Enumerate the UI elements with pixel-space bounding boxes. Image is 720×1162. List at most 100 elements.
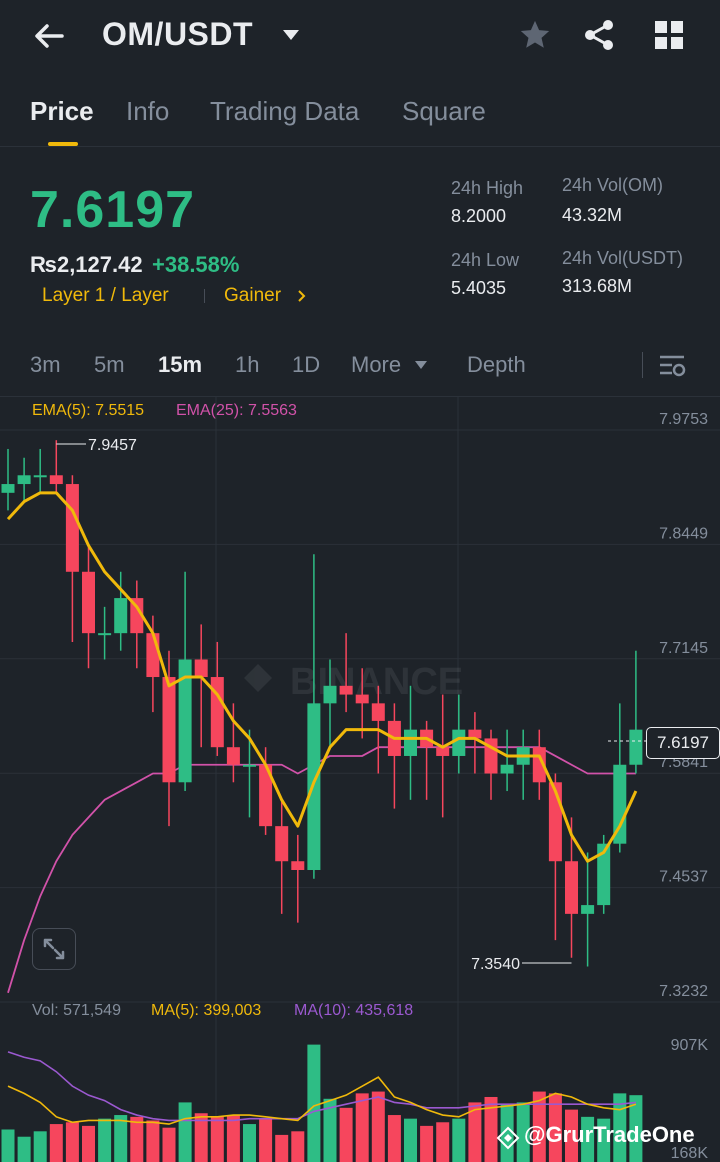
star-icon[interactable]	[518, 18, 552, 52]
volume-bar	[1, 1129, 15, 1162]
volume-bar	[436, 1122, 450, 1162]
caret-down-icon[interactable]	[414, 360, 428, 370]
ma10-volume-line	[7, 1051, 636, 1122]
tab-trading-data[interactable]: Trading Data	[210, 96, 360, 126]
vol-quote-value: 313.68M	[562, 276, 633, 296]
candle-body	[581, 905, 595, 914]
ema5-line	[6, 491, 638, 863]
volume-bar	[162, 1127, 176, 1162]
volume-axis: 907K 168K	[671, 1037, 709, 1162]
high-low-markers: 7.9457 7.3540	[56, 437, 572, 973]
volume-bar	[82, 1125, 95, 1162]
candle-body	[323, 685, 337, 704]
timeframe-1h[interactable]: 1h	[235, 352, 260, 377]
volume-axis-label: 907K	[671, 1037, 709, 1054]
ema5-label: EMA(5): 7.5515	[32, 402, 145, 419]
timeframe-15m[interactable]: 15m	[158, 352, 203, 377]
volume-bar	[291, 1131, 305, 1162]
candlestick-chart[interactable]: BINANCE 7.97537.84497.71457.58417.45377.…	[0, 396, 720, 1162]
volume-bar	[33, 1131, 47, 1162]
candle-body	[210, 677, 224, 748]
ema25-line	[7, 746, 636, 994]
volume-bar	[307, 1044, 321, 1162]
candle-body	[243, 764, 256, 767]
timeframe-1d[interactable]: 1D	[292, 352, 321, 377]
candle-body	[565, 861, 578, 914]
timeframe-3m[interactable]: 3m	[30, 352, 61, 377]
volume-bar	[194, 1113, 208, 1162]
candle-body	[484, 738, 498, 774]
volume-bar	[404, 1118, 417, 1162]
chart-settings-icon[interactable]	[658, 354, 686, 378]
candle-body	[65, 484, 79, 572]
volume-bar	[516, 1102, 530, 1162]
volume-bar	[323, 1098, 337, 1162]
high-value: 8.2000	[451, 206, 507, 226]
candle-body	[307, 703, 321, 871]
volume-bar	[210, 1116, 224, 1162]
price-axis-label: 7.8449	[659, 525, 708, 542]
ma5-volume-label: MA(5): 399,003	[151, 1002, 262, 1019]
binance-logo-icon	[496, 1126, 520, 1150]
volume-bar	[387, 1115, 401, 1162]
candle-body	[597, 843, 611, 906]
trading-pair-title[interactable]: OM/USDT	[102, 16, 254, 52]
ma5-volume-line	[7, 1076, 637, 1125]
ema25-label: EMA(25): 7.5563	[176, 402, 297, 419]
volume-bar	[243, 1124, 256, 1162]
tab-price[interactable]: Price	[30, 96, 94, 126]
category-tag-layer[interactable]: Layer 1 / Layer	[42, 285, 169, 306]
chevron-right-icon[interactable]	[296, 288, 308, 304]
price-change-percent: +38.58%	[152, 252, 240, 277]
volume-bar	[532, 1091, 546, 1162]
ema25-path	[7, 746, 636, 994]
active-tab-indicator	[48, 142, 78, 146]
volume-bar	[275, 1134, 289, 1162]
section-tabs: Price Info Trading Data Square	[0, 84, 720, 147]
category-tag-gainer[interactable]: Gainer	[224, 285, 282, 306]
toolbar-divider	[642, 352, 643, 378]
low-label: 24h Low	[451, 250, 520, 270]
fullscreen-button[interactable]	[32, 928, 76, 970]
depth-tab[interactable]: Depth	[467, 352, 526, 377]
candle-body	[98, 633, 112, 636]
candle-body	[130, 598, 144, 634]
candle-body	[226, 747, 240, 765]
caret-down-icon[interactable]	[282, 28, 300, 42]
share-icon[interactable]	[582, 18, 616, 52]
volume-bar	[420, 1125, 434, 1162]
high-marker-label: 7.9457	[88, 437, 137, 454]
price-axis-label: 7.7145	[659, 640, 708, 657]
grid-menu-icon[interactable]	[654, 20, 684, 50]
chart-grid	[0, 396, 720, 1162]
price-axis-label: 7.4537	[659, 869, 708, 886]
candle-body	[452, 729, 466, 756]
expand-icon	[43, 938, 65, 960]
volume-bar	[98, 1118, 112, 1162]
tab-square[interactable]: Square	[402, 96, 486, 126]
volume-label: Vol: 571,549	[32, 1002, 121, 1019]
back-arrow-icon[interactable]	[32, 18, 68, 54]
candle-body	[114, 598, 128, 634]
candle-body	[162, 677, 176, 783]
volume-ma-lines	[7, 1051, 637, 1125]
volume-bar	[452, 1118, 466, 1162]
price-axis-label: 7.3232	[659, 983, 708, 1000]
candle-body	[404, 729, 417, 756]
tag-divider	[204, 289, 205, 303]
tab-info[interactable]: Info	[126, 96, 170, 126]
timeframe-more[interactable]: More	[351, 352, 402, 377]
candle-body	[500, 764, 514, 774]
candle-body	[371, 703, 385, 721]
volume-axis-label: 168K	[671, 1145, 709, 1162]
svg-text:BINANCE: BINANCE	[290, 661, 463, 703]
timeframe-5m[interactable]: 5m	[94, 352, 125, 377]
ma10-volume-label: MA(10): 435,618	[294, 1002, 414, 1019]
price-axis-label: 7.9753	[659, 411, 708, 428]
vol-quote-label: 24h Vol(USDT)	[562, 248, 684, 268]
candle-body	[355, 694, 369, 704]
volume-bar	[371, 1091, 385, 1162]
volume-bar	[17, 1136, 31, 1162]
low-marker-label: 7.3540	[471, 956, 520, 973]
candle-body	[1, 484, 15, 493]
